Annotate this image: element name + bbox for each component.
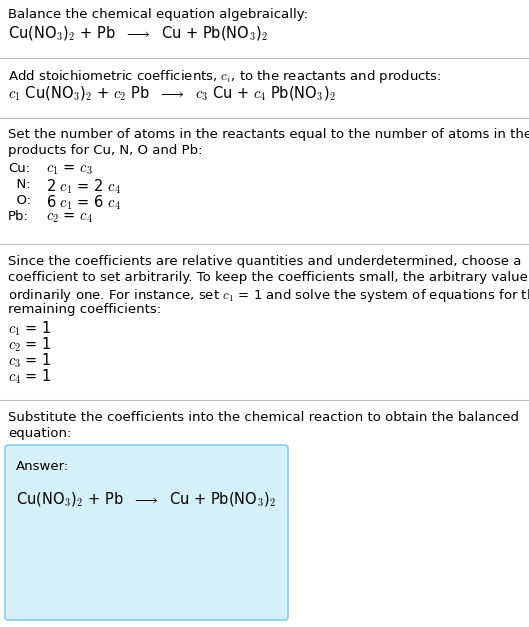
Text: Add stoichiometric coefficients, $c_i$, to the reactants and products:: Add stoichiometric coefficients, $c_i$, … bbox=[8, 68, 442, 85]
Text: N:: N: bbox=[8, 178, 31, 191]
Text: $c_2$ = $c_4$: $c_2$ = $c_4$ bbox=[46, 210, 93, 225]
Text: Pb:: Pb: bbox=[8, 210, 29, 223]
Text: Cu(NO$_3$)$_2$ + Pb  $\longrightarrow$  Cu + Pb(NO$_3$)$_2$: Cu(NO$_3$)$_2$ + Pb $\longrightarrow$ Cu… bbox=[16, 490, 277, 508]
Text: $c_2$ = 1: $c_2$ = 1 bbox=[8, 336, 52, 354]
Text: coefficient to set arbitrarily. To keep the coefficients small, the arbitrary va: coefficient to set arbitrarily. To keep … bbox=[8, 271, 529, 284]
Text: ordinarily one. For instance, set $c_1$ = 1 and solve the system of equations fo: ordinarily one. For instance, set $c_1$ … bbox=[8, 287, 529, 304]
Text: Balance the chemical equation algebraically:: Balance the chemical equation algebraica… bbox=[8, 8, 308, 21]
Text: 6 $c_1$ = 6 $c_4$: 6 $c_1$ = 6 $c_4$ bbox=[46, 194, 121, 213]
Text: $c_3$ = 1: $c_3$ = 1 bbox=[8, 352, 52, 371]
Text: equation:: equation: bbox=[8, 427, 71, 440]
Text: remaining coefficients:: remaining coefficients: bbox=[8, 303, 161, 316]
Text: Answer:: Answer: bbox=[16, 460, 69, 473]
Text: Set the number of atoms in the reactants equal to the number of atoms in the: Set the number of atoms in the reactants… bbox=[8, 128, 529, 141]
Text: $c_1$ = 1: $c_1$ = 1 bbox=[8, 320, 52, 339]
Text: Substitute the coefficients into the chemical reaction to obtain the balanced: Substitute the coefficients into the che… bbox=[8, 411, 519, 424]
FancyBboxPatch shape bbox=[5, 445, 288, 620]
Text: products for Cu, N, O and Pb:: products for Cu, N, O and Pb: bbox=[8, 144, 203, 157]
Text: $c_4$ = 1: $c_4$ = 1 bbox=[8, 368, 52, 386]
Text: $c_1$ = $c_3$: $c_1$ = $c_3$ bbox=[46, 162, 93, 177]
Text: Cu:: Cu: bbox=[8, 162, 30, 175]
Text: O:: O: bbox=[8, 194, 31, 207]
Text: $c_1$ Cu(NO$_3$)$_2$ + $c_2$ Pb  $\longrightarrow$  $c_3$ Cu + $c_4$ Pb(NO$_3$)$: $c_1$ Cu(NO$_3$)$_2$ + $c_2$ Pb $\longri… bbox=[8, 84, 336, 102]
Text: Since the coefficients are relative quantities and underdetermined, choose a: Since the coefficients are relative quan… bbox=[8, 255, 522, 268]
Text: Cu(NO$_3$)$_2$ + Pb  $\longrightarrow$  Cu + Pb(NO$_3$)$_2$: Cu(NO$_3$)$_2$ + Pb $\longrightarrow$ Cu… bbox=[8, 24, 268, 42]
Text: 2 $c_1$ = 2 $c_4$: 2 $c_1$ = 2 $c_4$ bbox=[46, 178, 121, 196]
